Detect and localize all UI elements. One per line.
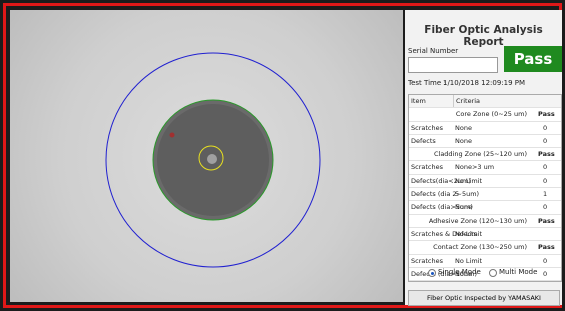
count-cell: 0 xyxy=(543,175,547,187)
section-row: Cladding Zone (25~120 um) Pass xyxy=(409,148,561,161)
core-spot xyxy=(207,154,217,164)
count-cell: 1 xyxy=(543,188,547,200)
criteria-cell: 5 xyxy=(455,188,459,200)
test-time: 1/10/2018 12:09:19 PM xyxy=(443,79,525,87)
section-result: Pass xyxy=(538,241,555,253)
criteria-cell: None xyxy=(455,122,472,134)
count-cell: 0 xyxy=(543,255,547,267)
section-result: Pass xyxy=(538,108,555,120)
table-row: Scratches None>3 um 0 xyxy=(409,161,561,174)
table-row: Scratches No Limit 0 xyxy=(409,255,561,268)
criteria-cell: No Limit xyxy=(455,255,482,267)
section-title: Core Zone (0~25 um) xyxy=(409,108,527,120)
report-panel: Fiber Optic Analysis Report Serial Numbe… xyxy=(405,10,562,305)
count-cell: 0 xyxy=(543,122,547,134)
item-cell: Scratches xyxy=(411,255,443,267)
criteria-cell: No Limit xyxy=(455,228,482,240)
section-title: Contact Zone (130~250 um) xyxy=(409,241,527,253)
criteria-cell: No Limit xyxy=(455,175,482,187)
table-row: Scratches None 0 xyxy=(409,122,561,135)
count-cell: 0 xyxy=(543,268,547,280)
item-cell: Scratches xyxy=(411,122,443,134)
test-time-label: Test Time : xyxy=(408,79,446,87)
section-row: Adhesive Zone (120~130 um) Pass xyxy=(409,215,561,228)
mode-label[interactable]: Single Mode xyxy=(438,268,481,276)
status-badge: Pass xyxy=(504,46,562,72)
table-row: Defects None 0 xyxy=(409,135,561,148)
footer-button[interactable]: Fiber Optic Inspected by YAMASAKI xyxy=(408,290,560,306)
item-cell: Scratches xyxy=(411,161,443,173)
fiber-overlay xyxy=(10,10,403,302)
defect-spot xyxy=(170,133,175,138)
section-result: Pass xyxy=(538,215,555,227)
criteria-cell: None xyxy=(455,135,472,147)
section-row: Core Zone (0~25 um) Pass xyxy=(409,108,561,121)
count-cell: 0 xyxy=(543,201,547,213)
section-result: Pass xyxy=(538,148,555,160)
criteria-cell: None>3 um xyxy=(455,161,494,173)
serial-label: Serial Number xyxy=(408,47,458,55)
count-cell: 0 xyxy=(543,135,547,147)
radio-single[interactable] xyxy=(428,269,436,277)
header-cell: Item xyxy=(411,95,426,107)
fiber-image xyxy=(10,10,403,302)
section-title: Cladding Zone (25~120 um) xyxy=(409,148,527,160)
serial-input[interactable] xyxy=(408,57,498,73)
mode-label[interactable]: Multi Mode xyxy=(499,268,537,276)
screen: Fiber Optic Analysis Report Serial Numbe… xyxy=(0,0,565,311)
section-row: Contact Zone (130~250 um) Pass xyxy=(409,241,561,254)
table-header: Item Criteria xyxy=(409,95,561,108)
criteria-cell: None xyxy=(455,201,472,213)
section-title: Adhesive Zone (120~130 um) xyxy=(409,215,527,227)
table-row: Defects (dia 2~5um)5 1 xyxy=(409,188,561,201)
header-cell: Criteria xyxy=(453,95,480,107)
item-cell: Defects (dia 2~5um) xyxy=(411,188,479,200)
item-cell: Defects xyxy=(411,135,436,147)
count-cell: 0 xyxy=(543,161,547,173)
report-title: Fiber Optic Analysis Report xyxy=(405,24,562,48)
radio-multi[interactable] xyxy=(489,269,497,277)
